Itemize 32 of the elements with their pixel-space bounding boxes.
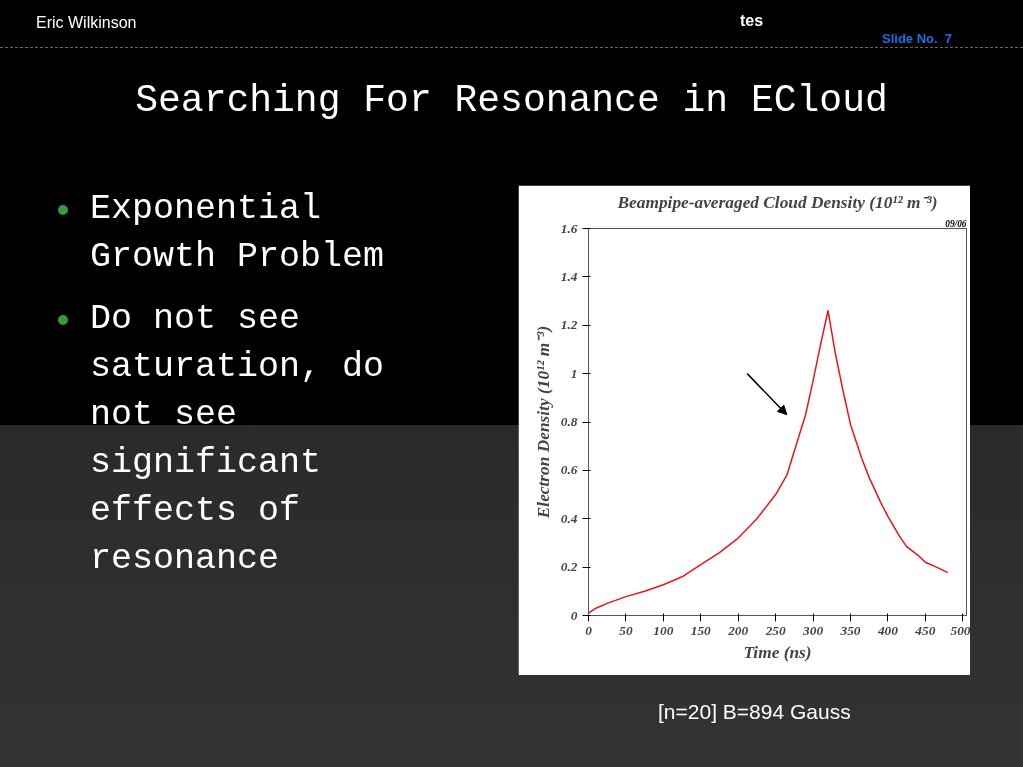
text: [n=20] B=894 Gauss [657,699,851,725]
text: Exponential Growth Problem [90,188,386,279]
y-tick-label: 1.6 [560,220,578,236]
x-tick-label: 500 [950,622,971,638]
x-tick-label: 250 [764,622,786,638]
x-tick-label: 100 [653,622,674,638]
line-series [588,309,949,614]
y-tick-label: 1.4 [560,268,578,284]
y-tick-label: 0.8 [560,414,578,429]
y-tick-label: 0.4 [560,510,578,526]
chart-title: Beampipe-averaged Cloud Density (10¹² m⁻³) [616,192,938,212]
text: Eric Wilkinson [36,13,137,33]
annotation: 09/06 [945,218,967,229]
y-tick-label: 0.6 [560,462,578,478]
y-tick-label: 0.2 [560,559,578,575]
y-axis-title: Electron Density (10¹² m⁻³) [533,325,553,520]
x-tick-label: 0 [585,622,593,638]
x-tick-label: 200 [727,622,749,638]
x-tick-label: 450 [914,622,936,638]
x-tick-label: 150 [690,622,712,638]
x-tick-label: 300 [802,622,824,638]
x-tick-label: 50 [619,622,633,638]
y-tick-label: 1 [570,365,578,381]
y-tick-label: 0 [570,607,578,623]
text: Slide No. 7 [882,30,953,48]
text: Searching For Resonance in ECloud [134,78,889,124]
x-tick-label: 400 [876,622,899,638]
text: Do not see saturation, do not see significant effects of resonance [90,298,386,581]
x-tick-label: 350 [839,622,861,638]
text: tes [740,11,764,31]
x-axis-title: Time (ns) [743,642,812,662]
y-tick-label: 1.2 [560,317,578,333]
